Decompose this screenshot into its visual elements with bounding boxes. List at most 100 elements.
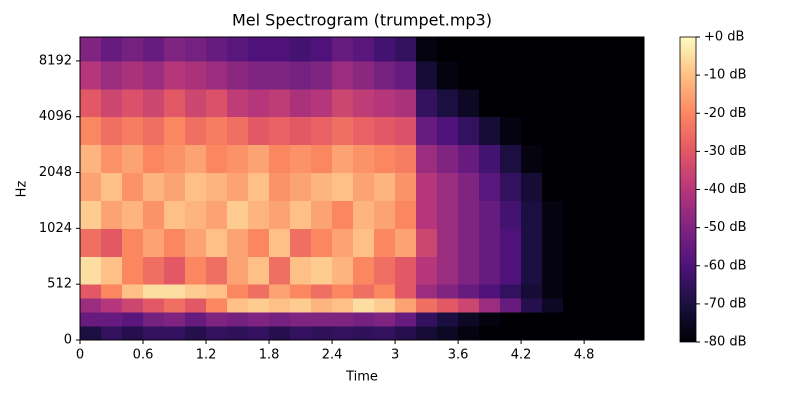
heatmap-cell (101, 298, 123, 313)
heatmap-cell (101, 326, 123, 341)
x-tick-label: 2.4 (322, 348, 343, 363)
heatmap-cell (269, 116, 291, 146)
heatmap-cell (122, 88, 144, 118)
heatmap-cell (458, 326, 480, 341)
heatmap-cell (290, 298, 312, 313)
heatmap-cell (584, 256, 606, 285)
heatmap-cell (584, 144, 606, 174)
x-tick-label: 3.6 (448, 348, 469, 363)
heatmap-cell (395, 60, 417, 90)
heatmap-cell (143, 298, 165, 313)
heatmap-cell (521, 312, 543, 327)
heatmap-cell (311, 37, 333, 62)
heatmap-cell (80, 172, 102, 201)
heatmap-cell (416, 312, 438, 327)
heatmap-cell (437, 172, 459, 201)
heatmap-cell (479, 298, 501, 313)
colorbar-tick-label: -50 dB (704, 220, 747, 235)
heatmap-cell (80, 228, 102, 257)
heatmap-cell (542, 298, 564, 313)
heatmap-cell (164, 228, 186, 257)
heatmap-cell (605, 298, 627, 313)
heatmap-cell (332, 228, 354, 257)
heatmap-cell (164, 256, 186, 285)
y-tick-label: 2048 (39, 165, 72, 180)
heatmap-cell (101, 228, 123, 257)
heatmap-cell (374, 312, 396, 327)
heatmap-cell (521, 88, 543, 118)
heatmap-cell (500, 284, 522, 299)
heatmap-cell (605, 256, 627, 285)
heatmap-cell (164, 326, 186, 341)
heatmap-cell (206, 60, 228, 90)
heatmap-cell (500, 37, 522, 62)
y-tick-label: 4096 (39, 109, 72, 124)
heatmap-cell (290, 37, 312, 62)
heatmap-cell (248, 144, 270, 174)
heatmap-cell (206, 298, 228, 313)
heatmap-cell (311, 326, 333, 341)
x-axis-label: Time (345, 370, 378, 385)
heatmap-cell (353, 228, 375, 257)
heatmap-cell (500, 298, 522, 313)
heatmap-cell (143, 256, 165, 285)
heatmap-cell (605, 88, 627, 118)
heatmap-cell (584, 284, 606, 299)
heatmap-cell (374, 144, 396, 174)
heatmap-cell (353, 144, 375, 174)
heatmap-cell (500, 228, 522, 257)
x-tick-label: 0 (76, 348, 84, 363)
heatmap-cell (500, 312, 522, 327)
plot-frame (79, 36, 645, 341)
heatmap-cell (80, 88, 102, 118)
y-tick-label: 0 (64, 333, 72, 348)
heatmap-cell (332, 172, 354, 201)
heatmap-cell (311, 298, 333, 313)
heatmap-cell (269, 200, 291, 229)
heatmap-cell (185, 116, 207, 146)
heatmap-cell (269, 88, 291, 118)
heatmap-cell (80, 256, 102, 285)
heatmap-cell (563, 144, 585, 174)
heatmap-cell (395, 116, 417, 146)
heatmap-cell (311, 144, 333, 174)
heatmap-cell (311, 256, 333, 285)
heatmap-cell (185, 172, 207, 201)
heatmap-cell (248, 298, 270, 313)
heatmap-cell (122, 116, 144, 146)
heatmap-cell (416, 256, 438, 285)
heatmap-cell (353, 60, 375, 90)
heatmap-cell (395, 284, 417, 299)
heatmap-cell (332, 312, 354, 327)
heatmap (80, 37, 645, 341)
heatmap-cell (80, 298, 102, 313)
heatmap-cell (80, 60, 102, 90)
heatmap-cell (122, 298, 144, 313)
heatmap-cell (458, 144, 480, 174)
heatmap-cell (101, 88, 123, 118)
heatmap-cell (101, 60, 123, 90)
heatmap-cell (521, 228, 543, 257)
heatmap-cell (479, 172, 501, 201)
heatmap-cell (542, 200, 564, 229)
heatmap-cell (143, 144, 165, 174)
heatmap-cell (353, 256, 375, 285)
heatmap-cell (605, 284, 627, 299)
heatmap-cell (458, 284, 480, 299)
heatmap-cell (122, 228, 144, 257)
heatmap-cell (437, 298, 459, 313)
heatmap-cell (332, 88, 354, 118)
heatmap-cell (521, 284, 543, 299)
heatmap-cell (395, 144, 417, 174)
heatmap-cell (395, 172, 417, 201)
heatmap-cell (290, 200, 312, 229)
x-tick-label: 4.8 (574, 348, 595, 363)
heatmap-cell (269, 326, 291, 341)
heatmap-cell (206, 228, 228, 257)
heatmap-cell (542, 172, 564, 201)
heatmap-cell (269, 144, 291, 174)
heatmap-cell (374, 298, 396, 313)
heatmap-cell (290, 172, 312, 201)
heatmap-cell (227, 312, 249, 327)
heatmap-cell (479, 144, 501, 174)
